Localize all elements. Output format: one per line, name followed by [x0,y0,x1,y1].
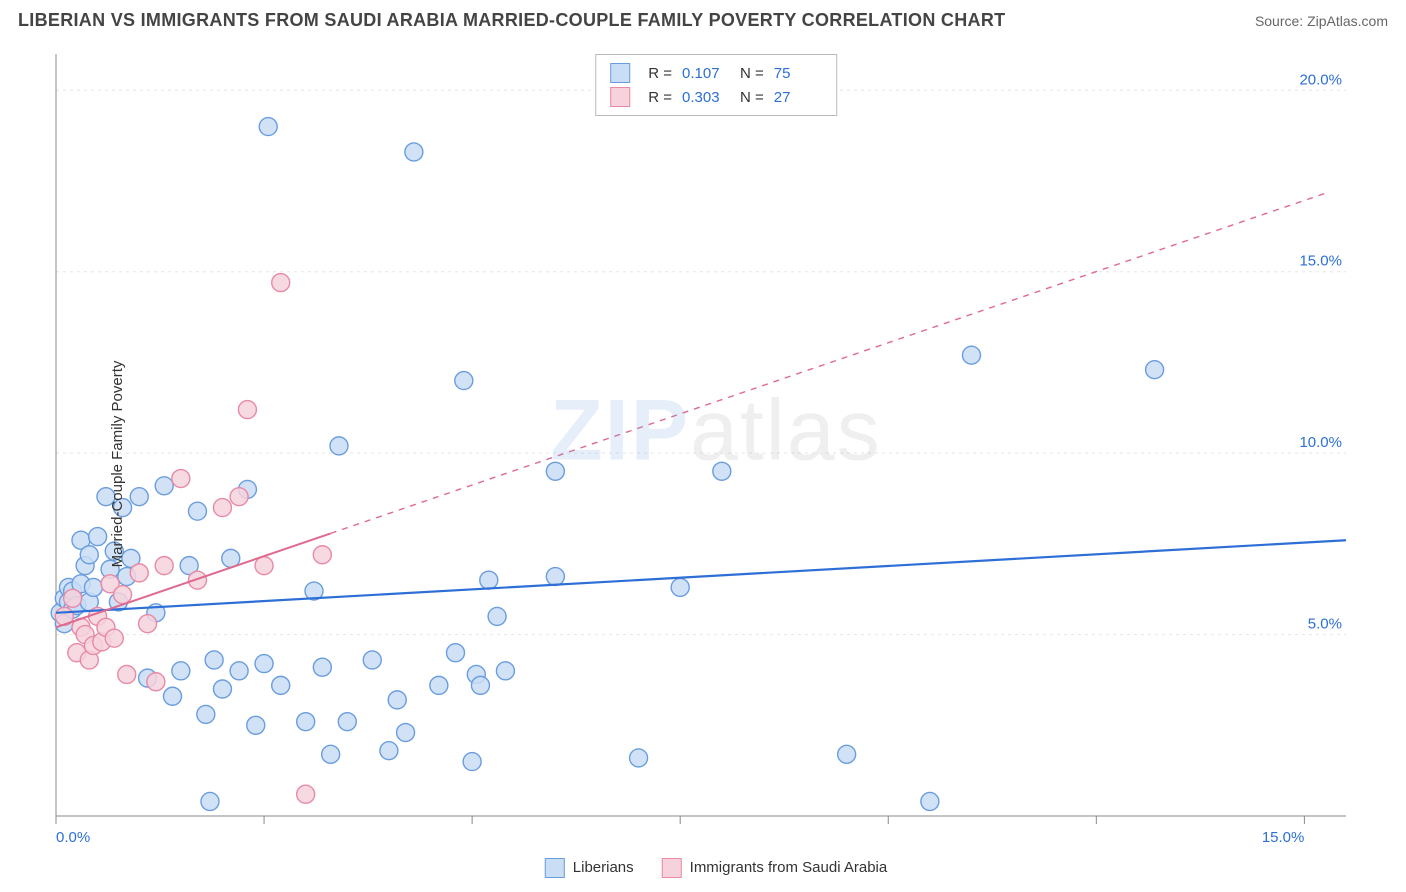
chart-title: LIBERIAN VS IMMIGRANTS FROM SAUDI ARABIA… [18,10,1005,31]
scatter-chart: 0.0% 15.0% 5.0% 10.0% 15.0% 20.0% [36,46,1366,866]
header: LIBERIAN VS IMMIGRANTS FROM SAUDI ARABIA… [0,0,1406,37]
svg-text:10.0%: 10.0% [1299,434,1342,451]
correlation-legend: R = 0.107 N = 75 R = 0.303 N = 27 [595,54,837,116]
source-attribution: Source: ZipAtlas.com [1255,13,1388,29]
chart-area: Married-Couple Family Poverty 0.0% 15.0% 5… [36,46,1396,882]
swatch-icon [662,858,682,878]
svg-text:20.0%: 20.0% [1299,71,1342,88]
svg-text:15.0%: 15.0% [1262,829,1305,846]
legend-item-liberians: Liberians [545,858,634,878]
y-axis-label: Married-Couple Family Poverty [109,361,126,568]
svg-text:5.0%: 5.0% [1308,616,1342,633]
legend-item-saudi: Immigrants from Saudi Arabia [662,858,888,878]
series-legend: Liberians Immigrants from Saudi Arabia [545,858,887,878]
svg-text:15.0%: 15.0% [1299,253,1342,270]
correlation-row-saudi: R = 0.303 N = 27 [610,85,822,109]
swatch-icon [545,858,565,878]
svg-text:0.0%: 0.0% [56,829,90,846]
correlation-row-liberians: R = 0.107 N = 75 [610,61,822,85]
swatch-icon [610,63,630,83]
swatch-icon [610,87,630,107]
